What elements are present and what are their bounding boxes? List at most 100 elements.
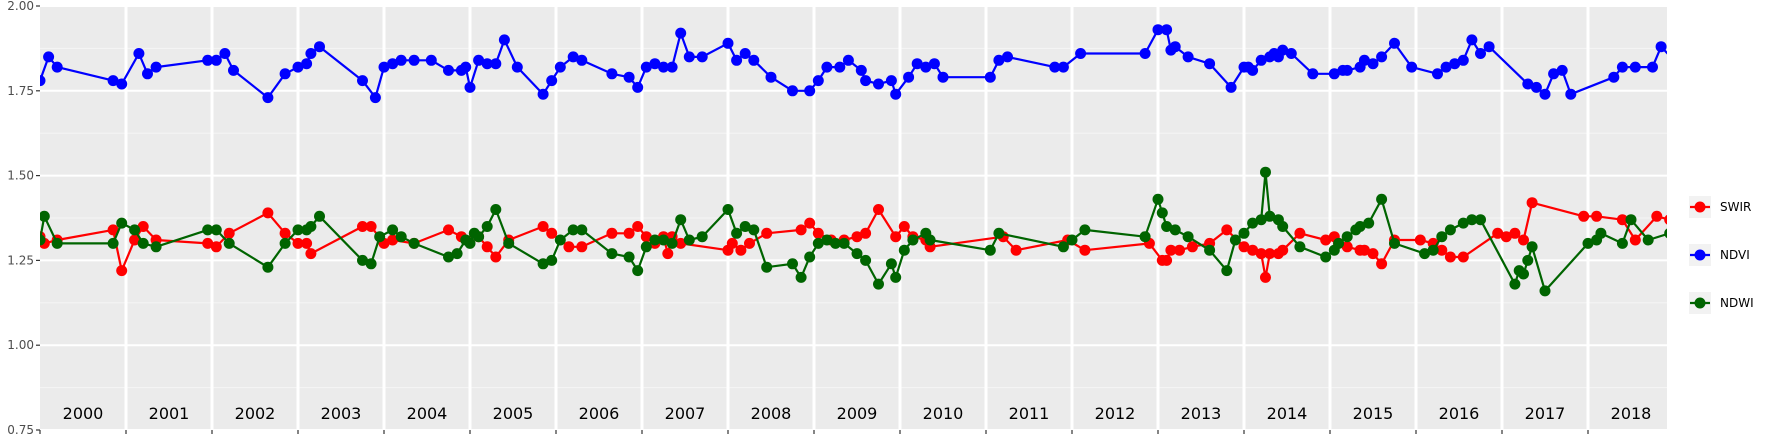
data-point-ndwi (451, 248, 463, 260)
data-point-swir (851, 231, 863, 243)
data-point-ndwi (1642, 234, 1654, 246)
data-point-swir (1294, 227, 1306, 239)
data-point-ndwi (830, 237, 841, 249)
data-point-ndwi (1294, 241, 1306, 253)
data-point-ndvi (43, 51, 55, 63)
data-point-ndwi (666, 237, 678, 249)
data-point-swir (1260, 271, 1271, 283)
year-label: 2011 (1009, 404, 1050, 423)
data-point-ndvi (490, 58, 502, 70)
data-point-ndwi (1182, 231, 1194, 243)
data-point-ndvi (787, 85, 798, 97)
data-point-swir (1526, 197, 1538, 209)
data-point-ndvi (1367, 58, 1379, 70)
data-point-swir (301, 237, 313, 249)
data-point-ndvi (408, 54, 420, 66)
data-point-ndwi (464, 237, 476, 249)
data-point-ndvi (387, 58, 399, 70)
data-point-swir (873, 204, 884, 215)
data-point-swir (305, 248, 317, 260)
data-point-ndvi (1389, 37, 1400, 49)
data-point-ndvi (369, 92, 381, 104)
data-point-ndvi (1285, 48, 1297, 59)
plot-area (40, 24, 1718, 297)
data-point-ndvi (464, 81, 476, 93)
data-point-ndvi (765, 71, 777, 83)
data-point-ndwi (1457, 217, 1469, 229)
data-point-ndvi (911, 58, 923, 70)
data-point-ndwi (1518, 268, 1529, 280)
data-point-swir (1591, 210, 1603, 222)
data-point-ndvi (1002, 51, 1013, 63)
data-point-swir (387, 234, 399, 246)
data-point-swir (262, 207, 274, 219)
data-point-ndvi (378, 61, 390, 73)
data-point-ndwi (821, 234, 833, 246)
data-point-ndwi (1277, 221, 1289, 232)
data-point-ndwi (1444, 224, 1456, 236)
data-point-ndwi (812, 237, 824, 249)
data-point-ndvi (1307, 68, 1319, 80)
data-point-swir (1238, 241, 1250, 253)
data-point-ndwi (567, 224, 579, 236)
data-point-ndvi (357, 75, 368, 87)
data-point-ndvi (649, 58, 661, 70)
data-point-ndwi (748, 224, 760, 236)
data-point-ndwi (137, 237, 149, 249)
data-point-swir (1161, 254, 1173, 266)
data-point-ndvi (301, 58, 313, 70)
data-point-ndvi (305, 48, 317, 59)
data-point-ndwi (1677, 218, 1688, 229)
data-point-ndvi (1539, 88, 1551, 100)
data-point-ndwi (1204, 244, 1216, 256)
data-point-ndwi (890, 271, 902, 283)
data-point-ndwi (761, 261, 773, 273)
data-point-swir (1578, 210, 1590, 222)
data-point-ndvi (1707, 51, 1718, 62)
data-point-ndwi (490, 204, 502, 215)
data-point-ndvi (1475, 48, 1486, 59)
data-point-swir (744, 237, 755, 249)
data-point-swir (137, 221, 149, 232)
data-point-ndwi (851, 248, 863, 260)
data-point-ndvi (739, 48, 751, 59)
data-point-ndvi (1440, 61, 1452, 73)
data-point-ndvi (1247, 64, 1259, 76)
data-point-ndvi (425, 54, 437, 66)
data-point-ndvi (202, 54, 214, 66)
y-tick-label: 1.25 (7, 253, 34, 267)
y-tick-label: 1.75 (7, 84, 34, 98)
data-point-ndwi (1427, 244, 1439, 256)
y-tick-label: 2.00 (7, 0, 34, 13)
data-point-ndvi (567, 51, 579, 63)
data-point-ndwi (554, 234, 566, 246)
data-point-ndwi (924, 234, 936, 246)
data-point-ndvi (1225, 81, 1237, 93)
data-point-swir (1690, 228, 1701, 239)
data-point-ndwi (481, 221, 493, 232)
data-point-ndvi (1681, 58, 1692, 69)
data-point-ndwi (408, 237, 420, 249)
data-point-ndwi (1161, 221, 1173, 232)
data-point-ndwi (210, 224, 222, 236)
data-point-ndwi (984, 244, 996, 256)
data-point-ndwi (40, 234, 46, 246)
data-point-ndwi (1376, 193, 1388, 205)
data-point-ndwi (292, 224, 304, 236)
data-point-ndwi (1260, 166, 1271, 178)
year-label: 2002 (235, 404, 276, 423)
data-point-ndvi (885, 75, 897, 87)
data-point-ndwi (873, 278, 884, 290)
data-point-ndvi (1629, 61, 1641, 73)
data-point-swir (1010, 244, 1022, 256)
data-point-ndvi (1204, 58, 1216, 70)
year-label: 2010 (923, 404, 964, 423)
data-point-swir (1414, 234, 1426, 246)
data-point-ndwi (395, 231, 407, 243)
data-point-swir (632, 221, 644, 232)
data-point-ndvi (623, 71, 635, 83)
data-point-ndwi (993, 227, 1005, 239)
data-point-ndwi (649, 234, 661, 246)
data-point-ndvi (116, 78, 128, 90)
data-point-ndvi (314, 41, 325, 53)
